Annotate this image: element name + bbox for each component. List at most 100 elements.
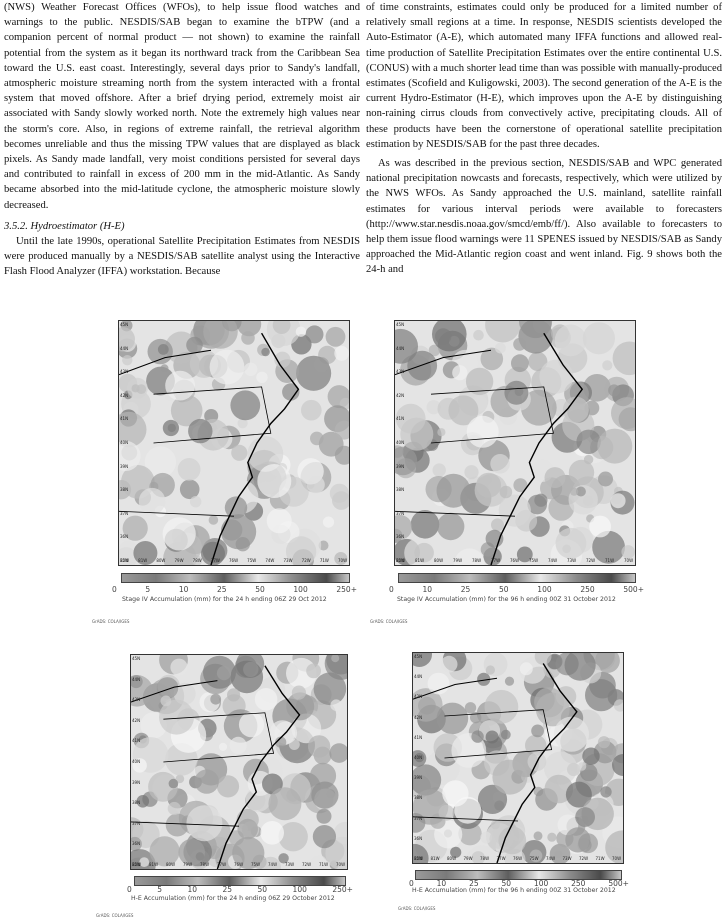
color-scale-bar [398, 573, 636, 583]
color-scale-tick-label: 500+ [623, 585, 644, 594]
longitude-label: 80W [434, 558, 444, 563]
latitude-label: 41N [132, 738, 141, 744]
color-scale-tick-label: 100 [533, 879, 549, 888]
latitude-label: 44N [120, 345, 129, 351]
color-scale-tick-label: 250 [580, 585, 595, 594]
color-scale-tick-label: 25 [217, 585, 227, 594]
right-text-column: of time constraints, estimates could onl… [366, 0, 722, 278]
grads-credit: GrADS: COLA/IGES [370, 619, 408, 624]
latitude-label: 36N [396, 534, 405, 540]
latitude-label: 45N [414, 654, 423, 659]
longitude-label: 73W [562, 856, 572, 861]
longitude-label: 72W [586, 558, 596, 563]
color-scale-tick-label: 0 [127, 885, 132, 894]
color-scale-tick-label: 50 [499, 585, 509, 594]
latitude-label: 37N [396, 510, 405, 516]
longitude-label: 82W [396, 558, 406, 563]
color-scale-tick-label: 50 [257, 885, 268, 894]
latitude-label: 39N [132, 779, 141, 785]
longitude-label: 74W [268, 862, 278, 867]
longitude-label: 72W [579, 856, 589, 861]
color-scale-tick-label: 100 [292, 885, 307, 894]
color-scale-tick-label: 100 [537, 585, 552, 594]
longitude-label: 79W [463, 856, 473, 861]
latitude-label: 36N [120, 534, 129, 540]
latitude-label: 40N [132, 759, 141, 764]
longitude-label: 75W [251, 862, 261, 867]
longitude-label: 78W [192, 558, 202, 563]
longitude-label: 80W [447, 856, 457, 861]
latitude-label: 39N [120, 463, 129, 469]
latitude-label: 37N [414, 815, 423, 821]
panel-caption: Stage IV Accumulation (mm) for the 96 h … [397, 596, 616, 603]
latitude-label: 39N [396, 463, 405, 469]
color-scale-tick-label: 50 [255, 585, 265, 594]
longitude-label: 70W [338, 558, 348, 563]
latitude-label: 45N [396, 322, 405, 327]
longitude-label: 79W [174, 558, 184, 563]
longitude-label: 82W [132, 862, 142, 867]
latitude-label: 44N [414, 674, 423, 680]
color-scale-ticks: 0 5 10 25 50 100 250+ [112, 585, 357, 594]
color-scale-tick-label: 10 [178, 585, 189, 594]
color-scale-tick-label: 500+ [608, 879, 629, 888]
panel-caption: H-E Accumulation (mm) for the 96 h endin… [412, 887, 616, 894]
latitude-label: 41N [396, 416, 405, 422]
latitude-label: 38N [120, 487, 129, 493]
grads-credit: GrADS: COLA/IGES [96, 913, 134, 918]
color-scale-tick-label: 10 [436, 879, 447, 888]
latitude-label: 40N [120, 440, 129, 445]
color-scale-bar [134, 876, 346, 886]
section-heading: 3.5.2. Hydroestimator (H-E) [4, 220, 125, 232]
longitude-label: 78W [472, 558, 482, 563]
latitude-label: 42N [396, 392, 405, 398]
longitude-label: 76W [234, 862, 244, 867]
longitude-label: 71W [319, 862, 329, 867]
latitude-label: 36N [132, 841, 141, 847]
color-scale-tick-label: 250+ [332, 885, 353, 894]
longitude-label: 71W [605, 558, 615, 563]
color-scale-tick-label: 0 [389, 585, 394, 594]
longitude-label: 77W [210, 558, 220, 563]
panel-caption: H-E Accumulation (mm) for the 24 h endin… [131, 895, 335, 902]
latitude-label: 35N [396, 558, 405, 563]
longitude-label: 71W [595, 856, 605, 861]
longitude-label: 76W [510, 558, 520, 563]
longitude-label: 70W [612, 856, 622, 861]
latitude-label: 41N [120, 416, 129, 422]
longitude-label: 71W [319, 558, 329, 563]
longitude-label: 70W [624, 558, 634, 563]
longitude-label: 78W [480, 856, 490, 861]
longitude-label: 76W [513, 856, 523, 861]
color-scale-ticks: 0 10 25 50 100 250 500+ [409, 879, 629, 888]
longitude-label: 73W [283, 558, 293, 563]
latitude-label: 43N [132, 697, 141, 703]
longitude-label: 77W [496, 856, 506, 861]
longitude-label: 70W [336, 862, 346, 867]
latitude-label: 43N [120, 369, 129, 375]
color-scale-tick-label: 25 [460, 585, 471, 594]
accumulation-map [412, 652, 624, 864]
latitude-label: 45N [132, 656, 141, 661]
longitude-label: 72W [301, 558, 311, 563]
color-scale-tick-label: 25 [222, 885, 233, 894]
paragraph-text-start: As was described in the previous section… [366, 158, 722, 230]
longitude-label: 75W [247, 558, 257, 563]
left-text-column: (NWS) Weather Forecast Offices (WFOs), t… [4, 0, 360, 280]
product-link[interactable]: http://www.star.nesdis.noaa.gov/smcd/emb… [369, 218, 565, 230]
color-scale-tick-label: 5 [145, 585, 151, 594]
right-paragraph-2: As was described in the previous section… [366, 156, 722, 278]
longitude-label: 77W [217, 862, 227, 867]
left-paragraph-1: (NWS) Weather Forecast Offices (WFOs), t… [4, 2, 360, 211]
grads-credit: GrADS: COLA/IGES [92, 619, 130, 624]
latitude-label: 44N [132, 676, 141, 682]
color-scale-ticks: 0 10 25 50 100 250 500+ [389, 585, 644, 594]
longitude-label: 79W [183, 862, 193, 867]
longitude-label: 74W [265, 558, 275, 563]
longitude-label: 74W [546, 856, 556, 861]
latitude-label: 38N [414, 795, 423, 801]
longitude-label: 81W [430, 856, 440, 861]
panel-caption: Stage IV Accumulation (mm) for the 24 h … [122, 596, 327, 603]
longitude-label: 72W [302, 862, 312, 867]
right-paragraph-1: of time constraints, estimates could onl… [366, 2, 722, 150]
